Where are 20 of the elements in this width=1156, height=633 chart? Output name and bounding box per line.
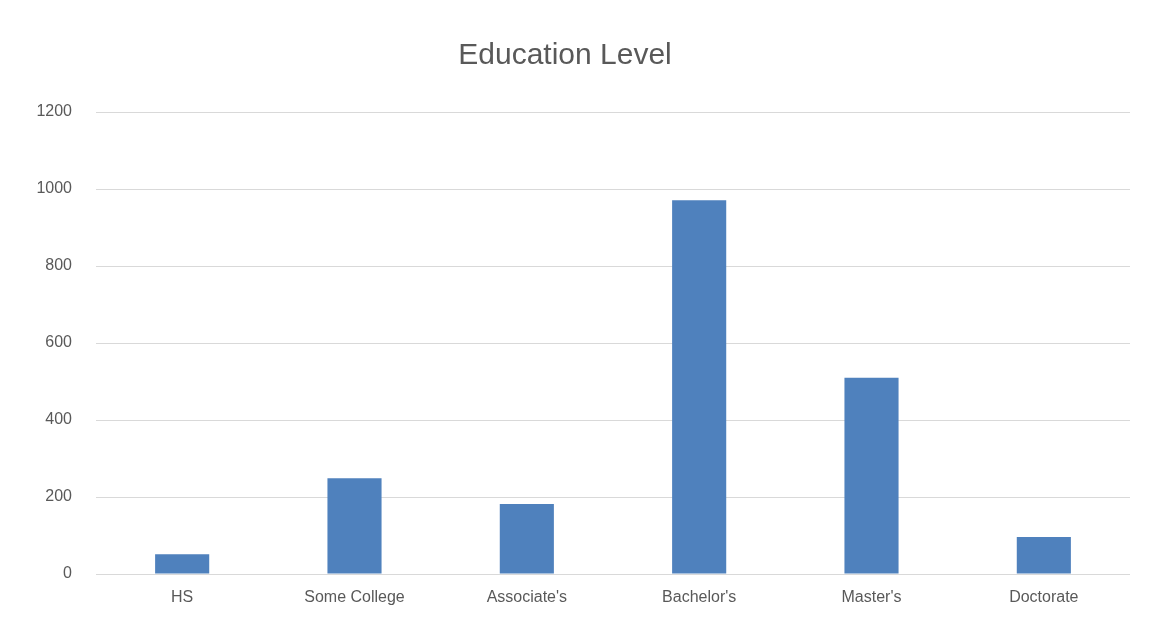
bar [844,377,899,574]
bar [327,478,382,574]
x-tick-label: Doctorate [1009,588,1079,606]
bar [672,200,727,574]
x-tick-label: HS [171,588,194,606]
y-tick-label: 800 [45,256,73,274]
y-tick-label: 0 [63,564,73,582]
bar [1016,537,1071,574]
y-tick-label: 600 [45,333,73,351]
x-tick-label: Some College [304,588,405,606]
y-tick-label: 200 [45,487,73,505]
bar [155,554,210,574]
x-tick-label: Master's [841,588,902,606]
x-tick-label: Associate's [486,588,568,606]
chart-title: Education Level [458,37,672,71]
x-tick-label: Bachelor's [662,588,737,606]
bar [499,503,554,574]
y-tick-label: 1000 [36,179,73,197]
y-tick-label: 1200 [36,102,73,120]
y-tick-label: 400 [45,410,73,428]
